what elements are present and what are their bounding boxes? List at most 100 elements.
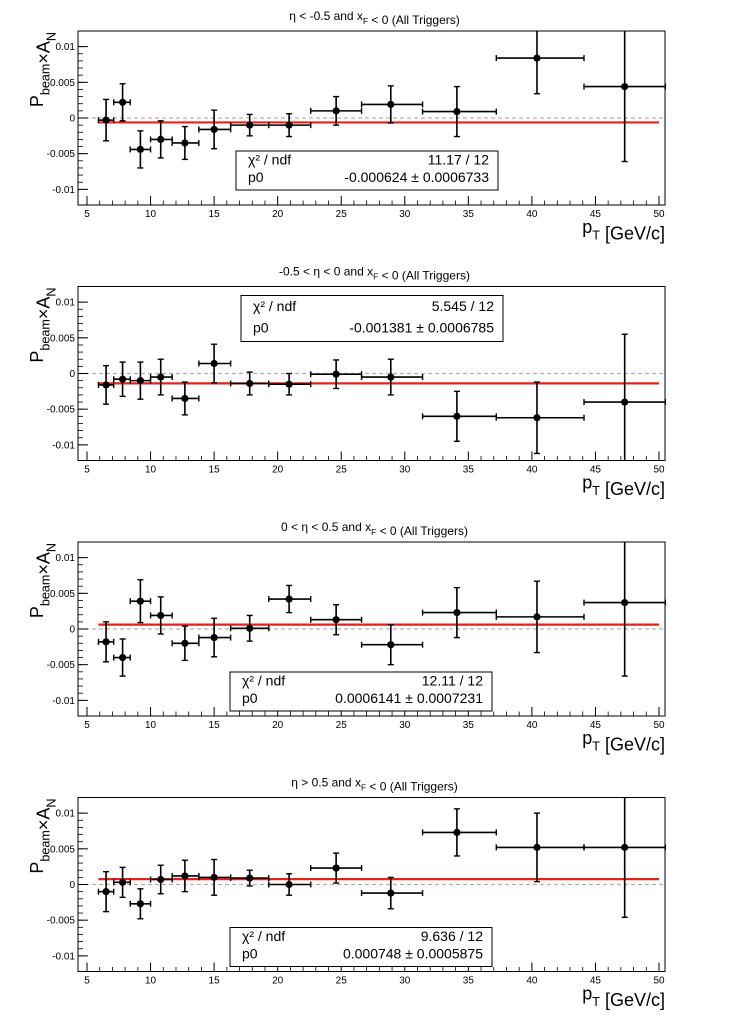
- stats-box: χ² / ndf 11.17 / 12 p0 -0.000624 ± 0.000673…: [235, 150, 499, 191]
- x-axis-label: pT [GeV/c]: [582, 984, 665, 1010]
- data-point: [229, 371, 270, 396]
- data-marker: [621, 398, 629, 406]
- data-marker: [246, 379, 254, 388]
- x-tick-label: 25: [336, 720, 348, 731]
- stats-p0-label: p0: [253, 319, 269, 335]
- data-point: [171, 859, 200, 893]
- x-tick-label: 30: [399, 976, 411, 987]
- y-tick-label: -0.01: [52, 440, 75, 451]
- data-marker: [453, 107, 461, 116]
- y-tick-label: 0: [69, 625, 75, 636]
- x-tick-label: 15: [209, 465, 221, 476]
- data-point: [583, 31, 667, 163]
- x-tick-label: 50: [653, 209, 665, 220]
- x-tick-label: 10: [145, 720, 157, 731]
- stats-box-frame: [229, 927, 493, 967]
- data-marker: [210, 359, 218, 368]
- data-marker: [533, 843, 541, 851]
- stats-chi2-value: 12.11 / 12: [422, 672, 483, 688]
- data-marker: [136, 377, 144, 385]
- data-point: [310, 852, 363, 884]
- data-point: [360, 358, 424, 396]
- stats-box: χ² / ndf 9.636 / 12 p0 0.000748 ± 0.0005875: [229, 927, 493, 967]
- data-marker: [246, 121, 254, 129]
- data-point: [583, 797, 667, 919]
- x-tick-label: 20: [272, 209, 284, 220]
- data-marker: [453, 828, 461, 837]
- data-marker: [102, 638, 110, 646]
- y-axis-label: Pbeam×AN: [27, 288, 59, 363]
- data-marker: [210, 633, 218, 642]
- x-tick-label: 5: [84, 976, 90, 987]
- data-marker: [246, 874, 254, 882]
- data-marker: [387, 641, 395, 649]
- data-marker: [118, 653, 127, 662]
- x-tick-label: 10: [145, 465, 157, 476]
- chart-title: -0.5 < η < 0 and xF < 0 (All Triggers): [279, 265, 470, 283]
- data-point: [112, 83, 131, 122]
- data-point: [112, 638, 131, 677]
- data-marker: [210, 873, 218, 881]
- y-tick-label: -0.005: [47, 149, 76, 160]
- x-tick-label: 25: [336, 209, 348, 220]
- data-marker: [118, 98, 127, 106]
- x-tick-label: 10: [145, 209, 157, 220]
- x-tick-label: 50: [653, 976, 665, 987]
- data-point: [149, 120, 173, 159]
- x-tick-label: 35: [463, 209, 475, 220]
- data-point: [198, 858, 232, 896]
- chart-title: 0 < η < 0.5 and xF < 0 (All Triggers): [281, 520, 468, 538]
- data-point: [149, 596, 173, 635]
- data-marker: [157, 875, 165, 884]
- data-marker: [332, 370, 340, 378]
- y-tick-label: 0.01: [56, 553, 76, 564]
- x-tick-label: 35: [463, 976, 475, 987]
- x-tick-label: 20: [272, 720, 284, 731]
- data-point: [421, 586, 497, 639]
- x-tick-label: 50: [653, 720, 665, 731]
- x-tick-label: 40: [526, 976, 538, 987]
- stats-p0-value: 0.000748 ± 0.0005875: [343, 946, 483, 962]
- data-marker: [332, 107, 340, 115]
- x-tick-label: 50: [653, 465, 665, 476]
- x-axis-label: pT [GeV/c]: [582, 217, 665, 243]
- data-marker: [453, 608, 461, 617]
- chart-title: η < -0.5 and xF < 0 (All Triggers): [289, 9, 460, 27]
- y-axis-label: Pbeam×AN: [27, 32, 59, 107]
- data-point: [112, 361, 131, 398]
- y-tick-label: 0.01: [56, 42, 76, 53]
- data-point: [310, 95, 363, 126]
- data-marker: [285, 380, 293, 388]
- y-tick-label: 0.005: [50, 333, 75, 344]
- data-point: [268, 584, 312, 614]
- y-tick-label: 0.005: [50, 78, 75, 89]
- data-point: [198, 343, 232, 384]
- data-marker: [157, 611, 165, 620]
- data-marker: [102, 381, 110, 389]
- x-tick-label: 25: [336, 465, 348, 476]
- data-point: [268, 873, 312, 896]
- y-tick-label: 0: [69, 880, 75, 891]
- stats-p0-value: 0.0006141 ± 0.0007231: [335, 690, 483, 706]
- stats-p0-label: p0: [248, 169, 264, 185]
- data-point: [149, 358, 173, 396]
- data-point: [495, 31, 585, 95]
- y-tick-label: 0: [69, 369, 75, 380]
- data-marker: [621, 843, 629, 851]
- data-marker: [332, 864, 340, 872]
- data-point: [112, 866, 131, 899]
- data-point: [583, 542, 667, 677]
- stats-chi2-label: χ² / ndf: [242, 672, 285, 688]
- y-tick-label: 0.01: [56, 298, 76, 309]
- data-point: [171, 625, 200, 662]
- data-marker: [533, 54, 541, 62]
- y-tick-label: 0.005: [50, 844, 75, 855]
- data-point: [171, 125, 200, 161]
- stats-box-frame: [229, 671, 493, 712]
- data-point: [229, 869, 270, 887]
- stats-chi2-label: χ² / ndf: [242, 928, 285, 944]
- y-tick-label: -0.005: [47, 405, 76, 416]
- data-point: [129, 888, 152, 920]
- y-tick-label: -0.01: [52, 696, 75, 707]
- data-point: [421, 390, 497, 442]
